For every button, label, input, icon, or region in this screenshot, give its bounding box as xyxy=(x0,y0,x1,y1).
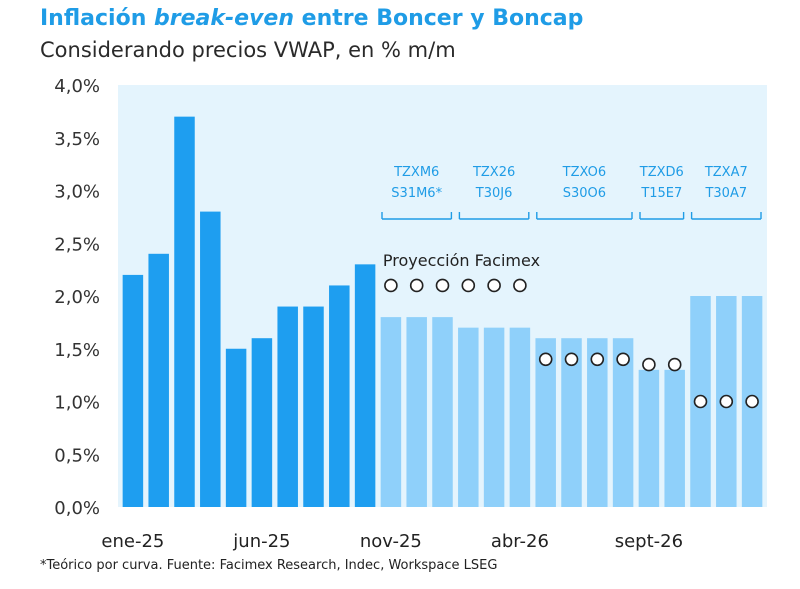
bar-mar-25 xyxy=(174,116,195,508)
x-tick-label: jun-25 xyxy=(232,531,290,552)
bar-ene-26 xyxy=(432,317,453,507)
x-tick-label: nov-25 xyxy=(360,531,422,552)
bar-mar-26 xyxy=(483,327,505,507)
bar-abr-25 xyxy=(200,211,221,507)
projection-marker xyxy=(435,278,450,293)
y-axis: 0,0% 0,5% 1,0% 1,5% 2,0% 2,5% 3,0% 3,5% 4,0% xyxy=(54,76,100,519)
title-part-3: entre Boncer y Boncap xyxy=(294,6,584,31)
title-part-2: break-even xyxy=(154,6,295,31)
bar-nov-25 xyxy=(380,317,402,507)
y-tick-label: 1,0% xyxy=(54,393,100,414)
bond-group-bracket xyxy=(381,212,453,220)
bar-abr-26 xyxy=(509,327,531,507)
bar-ago-25 xyxy=(303,306,324,507)
projection-marker xyxy=(642,357,656,372)
bond-label-boncer: T30J6 xyxy=(475,186,513,201)
bond-group-bracket xyxy=(639,212,685,220)
bar-jun-25 xyxy=(251,338,273,507)
projection-marker xyxy=(590,352,605,367)
y-tick-label: 2,5% xyxy=(54,234,100,255)
bar-feb-25 xyxy=(148,253,169,507)
title-part-1: Inflación xyxy=(40,6,155,31)
bars xyxy=(122,116,763,508)
bar-jul-25 xyxy=(277,306,298,507)
y-tick-label: 3,0% xyxy=(54,182,100,203)
bond-label-boncap: TZXA7 xyxy=(704,165,748,180)
bar-sep-25 xyxy=(329,285,350,507)
projection-marker xyxy=(409,278,424,293)
projection-marker xyxy=(719,394,734,409)
projection-marker xyxy=(564,352,579,367)
y-tick-label: 3,5% xyxy=(54,129,100,150)
bar-may-26 xyxy=(535,338,556,507)
bar-jul-26 xyxy=(587,338,608,507)
projection-marker xyxy=(616,352,630,367)
bond-label-boncer: T30A7 xyxy=(704,186,747,201)
projection-marker xyxy=(538,352,553,367)
bar-sept-26 xyxy=(638,369,660,507)
chart-title: Inflación break-even entre Boncer y Bonc… xyxy=(40,6,583,31)
bar-dic-25 xyxy=(406,317,427,507)
bar-ago-26 xyxy=(612,338,634,507)
projection-marker xyxy=(461,278,476,293)
bond-group-bracket xyxy=(690,212,762,220)
projection-marker xyxy=(667,357,682,372)
y-tick-label: 1,5% xyxy=(54,340,100,361)
x-tick-label: ene-25 xyxy=(101,531,164,552)
y-tick-label: 2,0% xyxy=(54,287,100,308)
projection-marker xyxy=(513,278,527,293)
bond-label-boncer: T15E7 xyxy=(640,186,682,201)
source-footnote: *Teórico por curva. Fuente: Facimex Rese… xyxy=(40,558,498,573)
bar-may-25 xyxy=(225,348,247,507)
projection-legend-label: Proyección Facimex xyxy=(383,251,540,270)
x-tick-label: abr-26 xyxy=(491,531,549,552)
bond-group-bracket xyxy=(536,212,633,220)
projection-marker xyxy=(745,394,759,409)
bond-group-bracket xyxy=(458,212,530,220)
bond-label-boncap: TZX26 xyxy=(472,165,515,180)
bond-label-boncap: TZXM6 xyxy=(393,165,439,180)
bond-label-boncap: TZXO6 xyxy=(562,165,606,180)
x-axis: ene-25 jun-25 nov-25 abr-26 sept-26 xyxy=(101,531,683,552)
projection-marker xyxy=(693,394,708,409)
bond-label-boncer: S31M6* xyxy=(391,186,442,201)
bar-oct-25 xyxy=(354,264,376,507)
y-tick-label: 4,0% xyxy=(54,76,100,97)
projection-markers xyxy=(384,278,759,409)
projection-marker xyxy=(384,278,398,293)
y-tick-label: 0,0% xyxy=(54,498,100,519)
y-tick-label: 0,5% xyxy=(54,445,100,466)
bond-label-boncer: S30O6 xyxy=(563,186,606,201)
bar-ene-25 xyxy=(122,274,144,507)
bar-feb-26 xyxy=(458,327,479,507)
x-tick-label: sept-26 xyxy=(615,531,683,552)
projection-marker xyxy=(487,278,501,293)
bond-label-boncap: TZXD6 xyxy=(639,165,684,180)
chart-subtitle: Considerando precios VWAP, en % m/m xyxy=(40,38,456,62)
bond-groups: TZXM6 S31M6* TZX26 T30J6 TZXO6 S30O6 TZXD6 T15E… xyxy=(381,165,762,220)
bar-oct-26 xyxy=(664,369,685,507)
bar-jun-26 xyxy=(561,338,582,507)
